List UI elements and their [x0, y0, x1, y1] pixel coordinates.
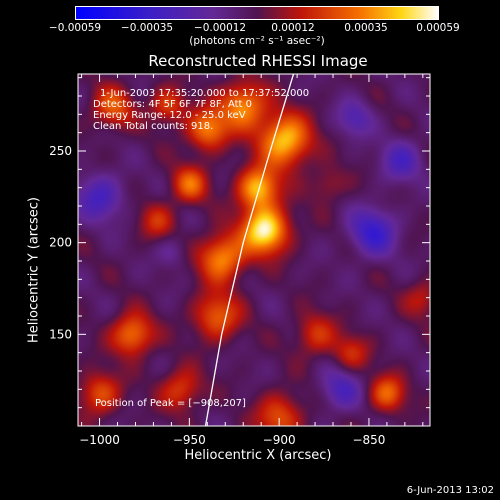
chart-title: Reconstructed RHESSI Image [148, 52, 368, 70]
y-tick-label: 150 [49, 327, 72, 341]
annotation-time-range: 1-Jun-2003 17:35:20.000 to 17:37:52.000 [100, 88, 310, 99]
x-tick-label: −1000 [79, 433, 120, 447]
x-tick-label: −950 [173, 433, 206, 447]
x-axis-label: Heliocentric X (arcsec) [184, 448, 332, 463]
annotation-clean-counts: Clean Total counts: 918. [93, 121, 214, 132]
colorbar-tick-label: −0.00035 [120, 22, 174, 34]
heatmap-image [78, 74, 430, 426]
solar-limb-curve [204, 73, 295, 427]
colorbar-tick-label: 0.00035 [344, 22, 388, 34]
axis-ticks: −1000 −950 −900 −850 150 200 250 [49, 74, 430, 447]
annotation-peak-position: Position of Peak = [−908,207] [95, 398, 246, 409]
colorbar-unit-label: (photons cm⁻² s⁻¹ asec⁻²) [189, 35, 325, 47]
annotation-energy-range: Energy Range: 12.0 - 25.0 keV [93, 110, 246, 121]
colorbar-tick-label: 0.00012 [271, 22, 315, 34]
plot-frame [77, 73, 431, 427]
x-tick-label: −900 [263, 433, 296, 447]
colorbar [75, 6, 439, 20]
y-axis-label: Heliocentric Y (arcsec) [26, 197, 42, 343]
annotation-detectors: Detectors: 4F 5F 6F 7F 8F, Att 0 [93, 99, 253, 110]
colorbar-tick-label: −0.00059 [48, 22, 102, 34]
footer-date: 6-Jun-2013 13:02 [406, 485, 494, 496]
colorbar-tick-label: −0.00012 [193, 22, 247, 34]
x-tick-label: −850 [352, 433, 385, 447]
y-tick-label: 250 [49, 144, 72, 158]
colorbar-tick-label: 0.00059 [416, 22, 460, 34]
y-tick-label: 200 [49, 236, 72, 250]
